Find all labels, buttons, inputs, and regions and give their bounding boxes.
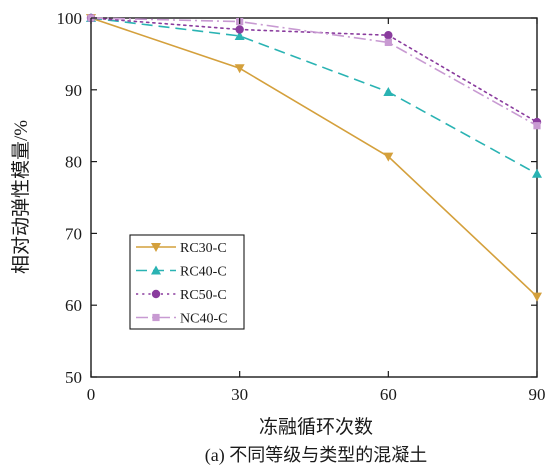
data-point: [383, 86, 394, 96]
y-tick-label: 90: [65, 81, 82, 100]
data-point: [384, 31, 393, 40]
data-point: [234, 64, 245, 74]
y-tick-label: 80: [65, 153, 82, 172]
series-rc50-c: [86, 13, 542, 127]
series-line: [90, 17, 538, 123]
x-axis-title: 冻融循环次数: [259, 416, 373, 438]
legend-label: RC50-C: [180, 288, 227, 303]
legend-label: RC30-C: [180, 241, 227, 256]
y-tick-label: 100: [57, 9, 83, 28]
series-line: [90, 17, 538, 127]
data-point: [383, 152, 394, 162]
legend-swatch-marker: [152, 313, 160, 322]
legend-entry: RC50-C: [136, 288, 227, 303]
legend-swatch-marker: [151, 265, 161, 275]
y-tick-label: 60: [65, 296, 82, 315]
legend-swatch-marker: [151, 289, 161, 299]
plot-area: [90, 17, 538, 378]
axes: 0 30 60 90 50 60 70 80 90 100: [57, 9, 546, 404]
data-point: [533, 122, 541, 130]
series-line: [90, 17, 538, 175]
data-point: [234, 30, 245, 40]
legend: RC30-C RC40-C RC50-C NC40-C: [129, 234, 245, 330]
figure-caption: (a) 不同等级与类型的混凝土: [205, 445, 427, 466]
data-point: [384, 38, 392, 47]
y-axis-title: 相对动弹性模量/%: [10, 120, 32, 274]
series-line: [90, 17, 538, 298]
data-point: [235, 25, 244, 34]
legend-label: NC40-C: [180, 312, 227, 327]
x-tick-label: 30: [231, 385, 248, 404]
data-point: [532, 168, 542, 178]
y-tick-label: 70: [65, 224, 82, 243]
x-tick-label: 90: [529, 385, 546, 404]
legend-entry: NC40-C: [136, 312, 227, 327]
data-point: [532, 292, 542, 302]
legend-box: [129, 234, 245, 330]
y-tick-label: 50: [65, 368, 82, 387]
legend-entry: RC40-C: [136, 265, 227, 280]
legend-entry: RC30-C: [136, 241, 227, 256]
plot-frame: [90, 17, 538, 378]
x-tick-label: 60: [380, 385, 397, 404]
series-rc40-c: [86, 13, 542, 178]
legend-label: RC40-C: [180, 265, 227, 280]
x-tick-label: 0: [87, 385, 96, 404]
legend-swatch-marker: [151, 243, 161, 252]
